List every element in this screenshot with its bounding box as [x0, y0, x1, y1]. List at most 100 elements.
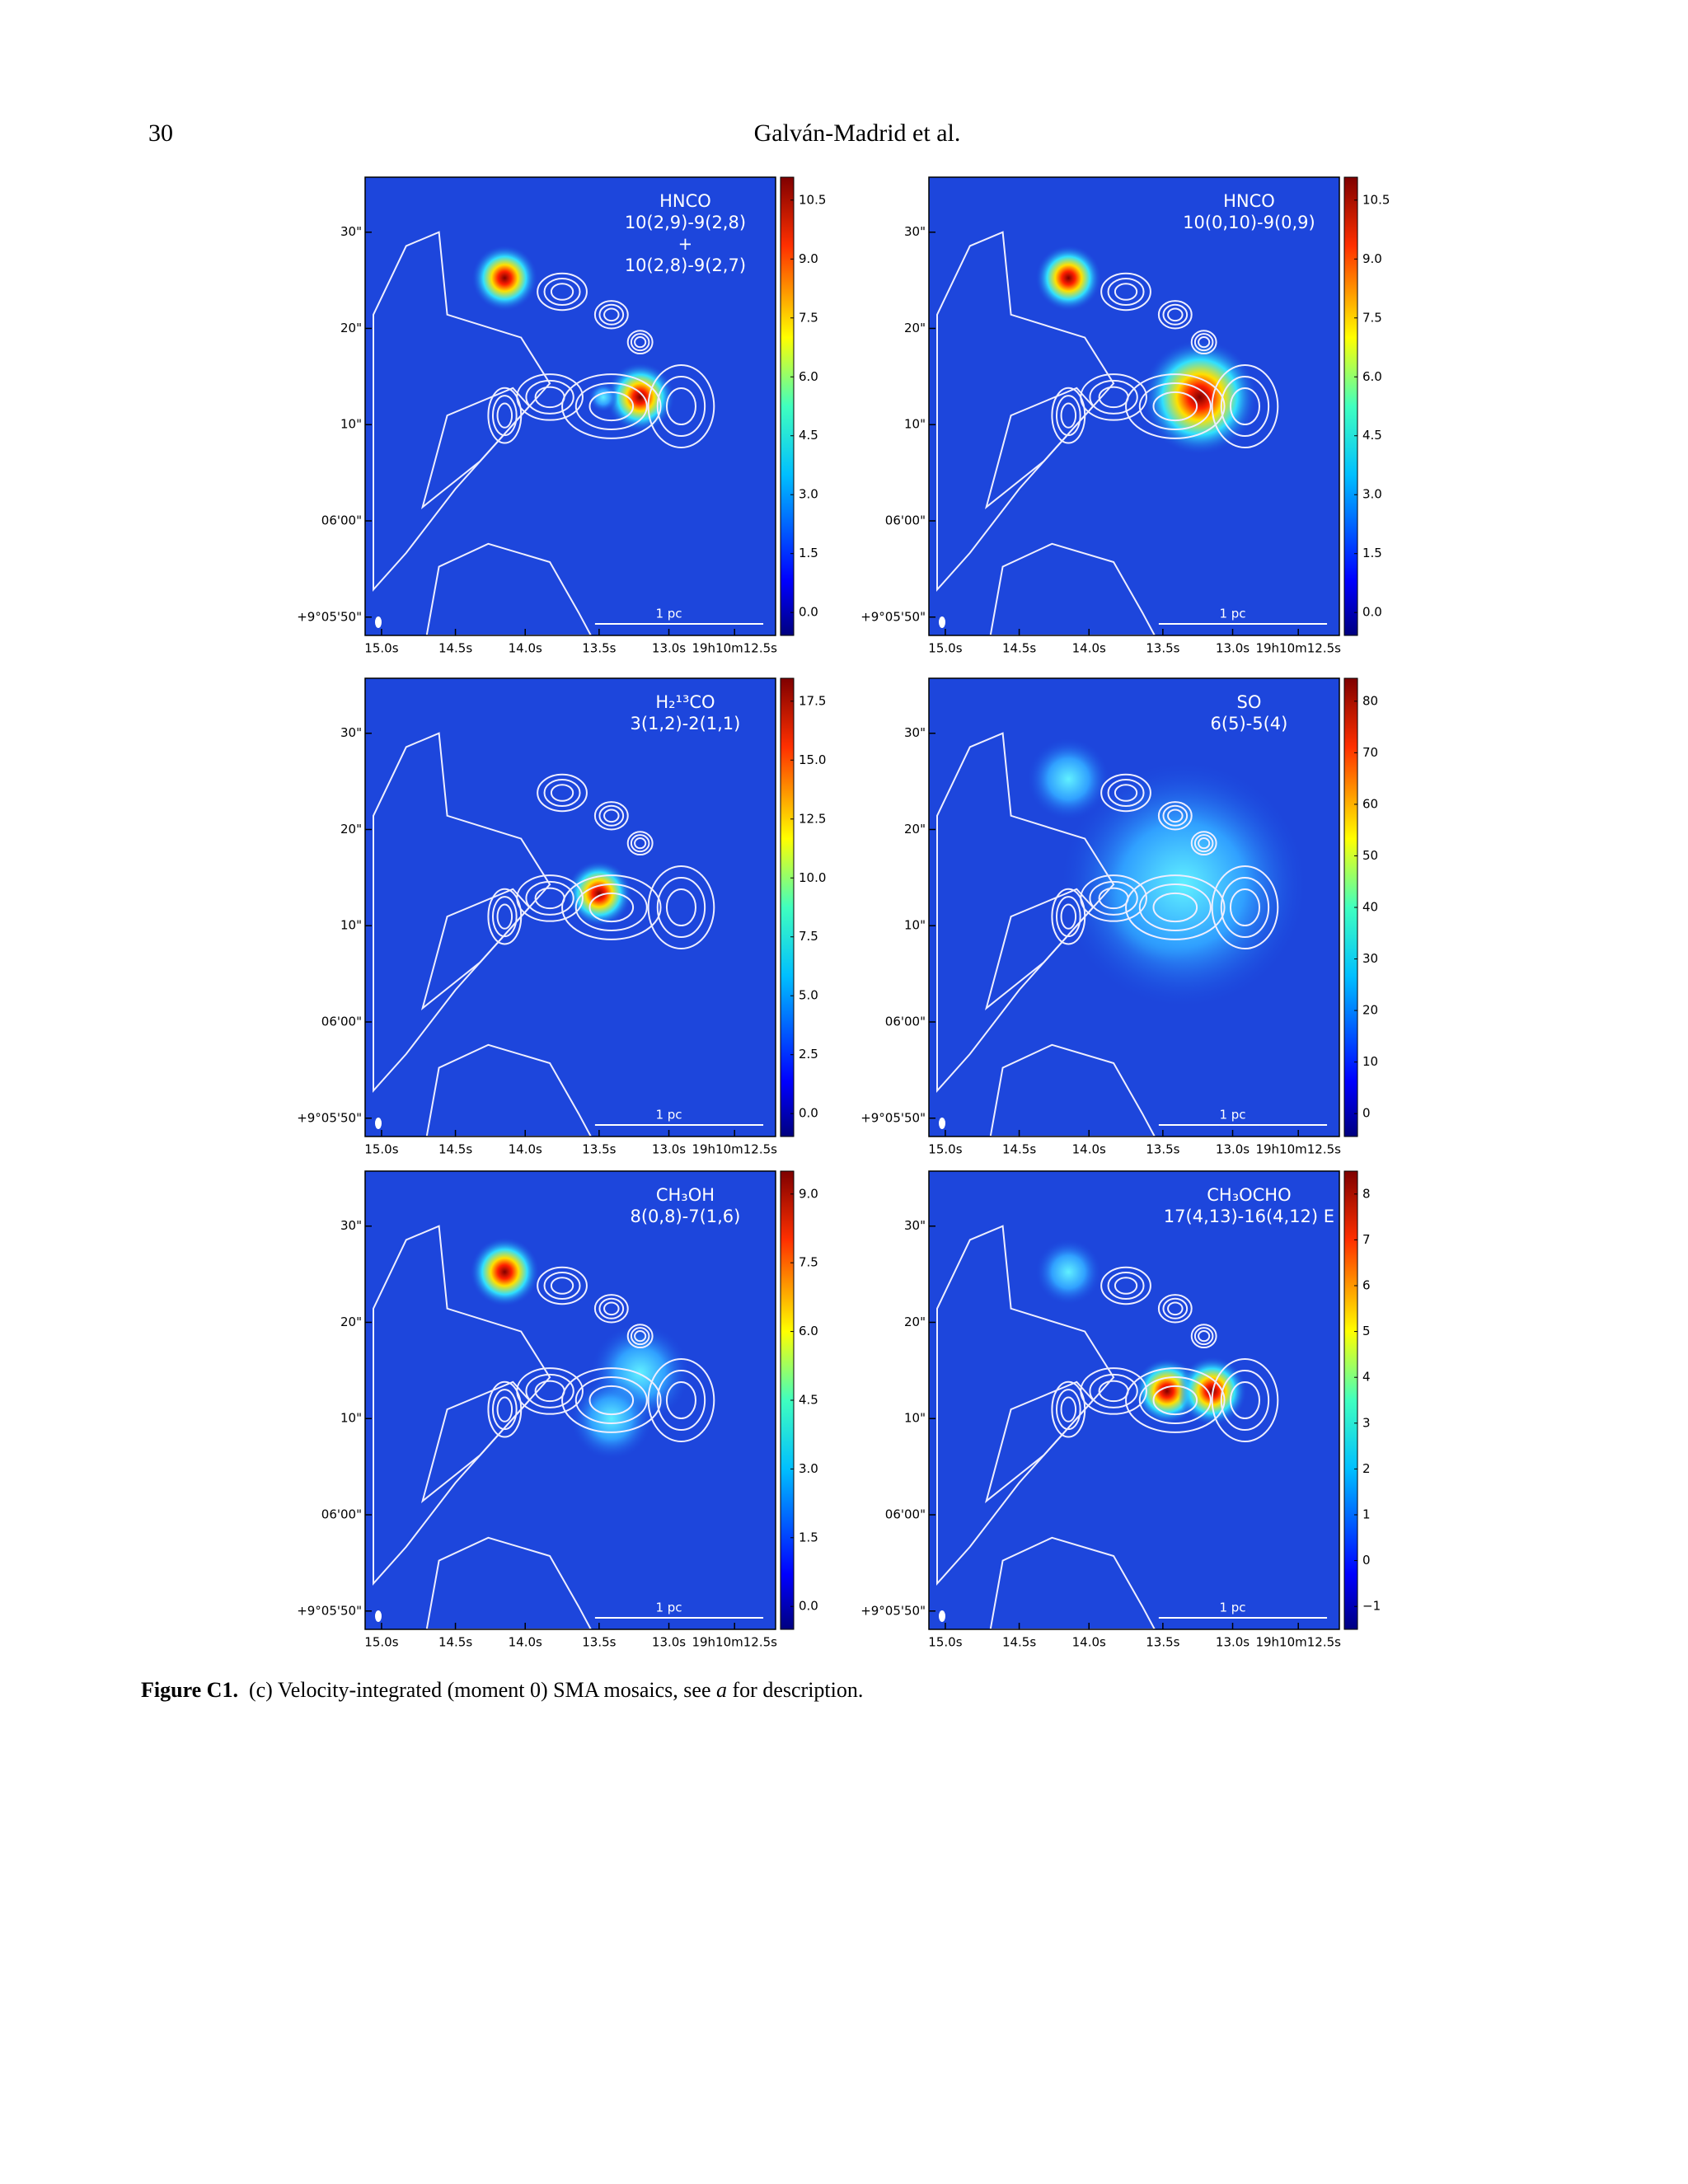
- contour: [537, 773, 588, 813]
- contour: [491, 896, 518, 938]
- map-frame: [364, 1170, 776, 1630]
- colorbar-tick-label: 4.5: [1362, 428, 1382, 443]
- contour: [647, 363, 715, 449]
- line-label: CH₃OCHO: [1207, 1185, 1291, 1205]
- dec-tick-label: 10": [340, 1411, 362, 1426]
- contour: [634, 837, 647, 850]
- contour: [1211, 865, 1279, 950]
- colorbar-tick-label: 4: [1362, 1370, 1371, 1385]
- contour: [593, 300, 629, 330]
- colorbar-tick-label: 0.0: [1362, 605, 1382, 620]
- contour: [543, 1271, 581, 1301]
- contour: [1193, 1327, 1214, 1346]
- scale-bar-label: 1 pc: [655, 1601, 682, 1615]
- ra-tick-label: 19h10m12.5s: [1255, 1142, 1341, 1157]
- contour: [550, 1277, 574, 1295]
- contour: [574, 883, 648, 932]
- dec-tick-label: 30": [340, 725, 362, 740]
- contour: [1055, 1389, 1081, 1431]
- contour: [1167, 808, 1184, 823]
- contour: [665, 888, 696, 927]
- dec-tick-label: 06'00": [885, 1507, 926, 1522]
- colorbar-tick-label: 60: [1362, 796, 1378, 811]
- contour: [598, 303, 625, 326]
- line-label: 10(0,10)-9(0,9): [1183, 213, 1315, 232]
- contour: [936, 231, 1115, 593]
- contour: [1089, 379, 1138, 415]
- colorbar-tick-label: 4.5: [799, 1393, 818, 1408]
- ra-tick-label: 13.5s: [1146, 1142, 1179, 1157]
- map-panel: H₂¹³CO 3(1,2)-2(1,1) 1 pc 30" 20" 10" 06'00" +9…: [297, 677, 826, 1157]
- colorbar-tick-label: 3.0: [1362, 487, 1382, 502]
- emission-peak: [1035, 1239, 1102, 1305]
- line-label: 10(2,9)-9(2,8): [625, 213, 746, 232]
- contour: [561, 1367, 662, 1433]
- colorbar: [780, 176, 795, 636]
- contour: [1138, 1376, 1212, 1425]
- figure-caption: Figure C1. (c) Velocity-integrated (mome…: [141, 1678, 863, 1703]
- contour: [1100, 1266, 1151, 1305]
- contour: [491, 1389, 518, 1431]
- colorbar-tick-label: 0: [1362, 1553, 1371, 1568]
- dec-tick-label: 10": [340, 417, 362, 432]
- beam: [939, 1610, 945, 1622]
- contour: [1211, 363, 1279, 449]
- ra-tick-label: 14.0s: [1072, 1635, 1106, 1650]
- colorbar-tick-label: 6: [1362, 1278, 1371, 1293]
- contour: [1167, 307, 1184, 322]
- scale-bar-label: 1 pc: [1219, 607, 1245, 621]
- colorbar-tick-label: 17.5: [799, 693, 826, 708]
- colorbar-tick-label: 70: [1362, 745, 1378, 760]
- contour: [665, 387, 696, 426]
- dec-tick-label: +9°05'50": [860, 1110, 926, 1125]
- colorbar-tick-label: 10.5: [1362, 192, 1390, 207]
- ra-tick-label: 19h10m12.5s: [692, 1142, 777, 1157]
- contour: [561, 373, 662, 439]
- ra-tick-label: 13.5s: [582, 1142, 616, 1157]
- caption-label: Figure C1.: [141, 1678, 238, 1702]
- contour: [656, 876, 706, 939]
- dec-tick-label: 06'00": [885, 513, 926, 528]
- colorbar-tick-label: 9.0: [799, 1186, 818, 1201]
- dec-tick-label: 30": [904, 1218, 926, 1233]
- dec-tick-label: 20": [340, 321, 362, 335]
- colorbar-tick-label: −1: [1362, 1599, 1381, 1614]
- contour: [984, 888, 1095, 1010]
- ra-tick-label: 14.0s: [1072, 641, 1106, 656]
- contour: [1190, 831, 1217, 856]
- contour: [1167, 1301, 1184, 1316]
- contour: [588, 391, 635, 422]
- colorbar-tick-label: 1.5: [799, 1530, 818, 1544]
- line-label: 3(1,2)-2(1,1): [631, 714, 741, 733]
- line-label: HNCO: [659, 191, 711, 211]
- scale-bar-label: 1 pc: [1219, 1108, 1245, 1122]
- contour: [574, 1376, 648, 1425]
- contour: [1162, 804, 1189, 827]
- contour: [1107, 1271, 1145, 1301]
- map-panel: HNCO 10(2,9)-9(2,8) +10(2,8)-9(2,7) 1 pc 30"…: [297, 176, 826, 656]
- contour: [543, 778, 581, 808]
- contour: [634, 1330, 647, 1343]
- contour: [1125, 373, 1226, 439]
- map-panel: CH₃OCHO 17(4,13)-16(4,12) E 1 pc 30" 20" 10" 0…: [860, 1170, 1381, 1650]
- contour: [373, 1225, 551, 1586]
- ra-tick-label: 19h10m12.5s: [692, 1635, 777, 1650]
- contour: [1125, 874, 1226, 940]
- ra-tick-label: 14.0s: [509, 1635, 542, 1650]
- contour: [1220, 1369, 1270, 1432]
- line-label: 8(0,8)-7(1,6): [631, 1207, 741, 1226]
- dec-tick-label: +9°05'50": [860, 609, 926, 624]
- contour: [598, 1297, 625, 1319]
- contour: [373, 732, 551, 1094]
- contour: [1051, 888, 1086, 945]
- ra-tick-label: 14.5s: [438, 1142, 472, 1157]
- colorbar-tick-label: 0.0: [799, 1599, 818, 1614]
- contour: [1211, 1357, 1279, 1443]
- ra-tick-label: 14.5s: [1002, 1635, 1036, 1650]
- colorbar-tick-label: 2.5: [799, 1047, 818, 1062]
- contour: [1193, 834, 1214, 853]
- dec-tick-label: 06'00": [321, 1015, 362, 1029]
- contour: [1107, 778, 1145, 808]
- dec-tick-label: 10": [340, 918, 362, 933]
- colorbar-tick-label: 3.0: [799, 1461, 818, 1476]
